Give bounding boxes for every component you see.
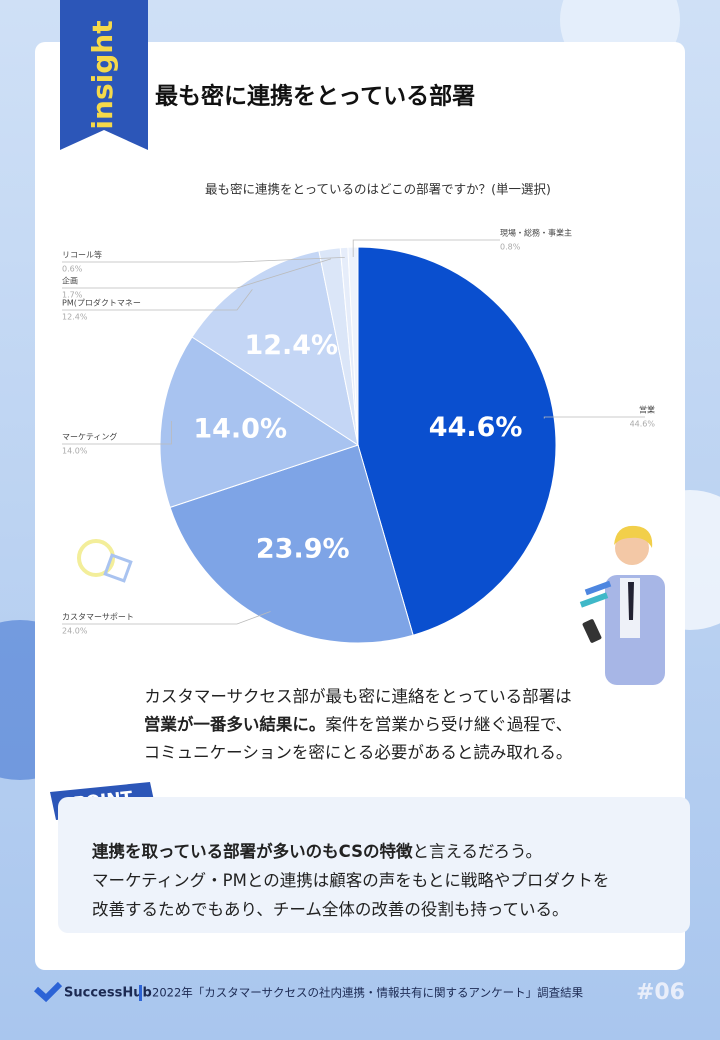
slice-label: 14.0% <box>193 413 287 444</box>
divider <box>139 985 142 1001</box>
illustration <box>579 525 665 685</box>
point-line: 連携を取っている部署が多いのもCSの特徴と言えるだろう。 <box>92 841 542 861</box>
text-segment: マーケティング・PMとの連携は顧客の声をもとに戦略やプロダクトを <box>92 871 609 890</box>
point-line: マーケティング・PMとの連携は顧客の声をもとに戦略やプロダクトを <box>92 871 609 890</box>
slice-label: 44.6% <box>429 412 523 443</box>
logo-mark <box>33 981 63 1003</box>
point-box <box>58 797 690 933</box>
leader-line <box>543 416 645 419</box>
leader-line <box>62 420 172 445</box>
footer-source: 2022年「カスタマーサクセスの社内連携・情報共有に関するアンケート」調査結果 <box>152 986 584 1000</box>
callout-value: 12.4% <box>62 313 88 322</box>
leader-line <box>62 611 271 625</box>
pie-slice <box>191 250 359 447</box>
leader-line <box>62 258 332 289</box>
text-segment: 営業が一番多い結果に。 <box>144 714 326 734</box>
callout-name: 営業 <box>639 405 655 415</box>
text-segment: と言えるだろう。 <box>412 842 542 861</box>
callout-name: リコール等 <box>62 250 102 260</box>
slice-label: 12.4% <box>244 330 338 361</box>
callout-name: 企画 <box>62 276 78 286</box>
deco <box>103 553 133 583</box>
summary-line: コミュニケーションを密にとる必要があると読み取れる。 <box>144 743 573 762</box>
tab-label: insight <box>86 20 119 129</box>
leader-line <box>62 289 253 311</box>
leader-line <box>62 256 345 263</box>
pie-slice <box>169 444 414 644</box>
deco <box>77 539 115 577</box>
page-number: #06 <box>636 980 685 1005</box>
text-segment: コミュニケーションを密にとる必要があると読み取れる。 <box>144 743 573 762</box>
leader-line <box>352 239 500 257</box>
brand: SuccessHub <box>64 986 152 1001</box>
callout-value: 14.0% <box>62 447 88 456</box>
callout-value: 44.6% <box>630 420 656 429</box>
summary-line: カスタマーサクセス部が最も密に連絡をとっている部署は <box>144 687 571 706</box>
slice-label: 23.9% <box>256 534 350 565</box>
callout-name: カスタマーサポート <box>62 613 134 622</box>
text-segment: 案件を営業から受け継ぐ過程で、 <box>325 715 572 734</box>
summary-line: 営業が一番多い結果に。案件を営業から受け継ぐ過程で、 <box>144 714 572 734</box>
callout-value: 0.8% <box>500 243 521 252</box>
callout-value: 24.0% <box>62 627 88 636</box>
callout-value: 0.6% <box>62 265 83 274</box>
pie-slice <box>159 336 360 509</box>
callout-name: 現場・総務・事業主 <box>500 228 572 238</box>
text-segment: カスタマーサクセス部が最も密に連絡をとっている部署は <box>144 687 571 706</box>
text-segment: 改善するためでもあり、チーム全体の改善の役割も持っている。 <box>92 900 569 919</box>
callout-value: 1.7% <box>62 291 83 300</box>
callout-name: マーケティング <box>62 432 117 442</box>
tab <box>60 0 148 150</box>
text-segment: 連携を取っている部署が多いのもCSの特徴 <box>92 841 413 861</box>
page-title: 最も密に連携をとっている部署 <box>155 83 475 110</box>
chart-title: 最も密に連携をとっているのはどこの部署ですか？(単一選択) <box>205 182 551 197</box>
callout-name: PM(プロダクトマネー <box>62 298 141 308</box>
point-line: 改善するためでもあり、チーム全体の改善の役割も持っている。 <box>92 900 569 919</box>
